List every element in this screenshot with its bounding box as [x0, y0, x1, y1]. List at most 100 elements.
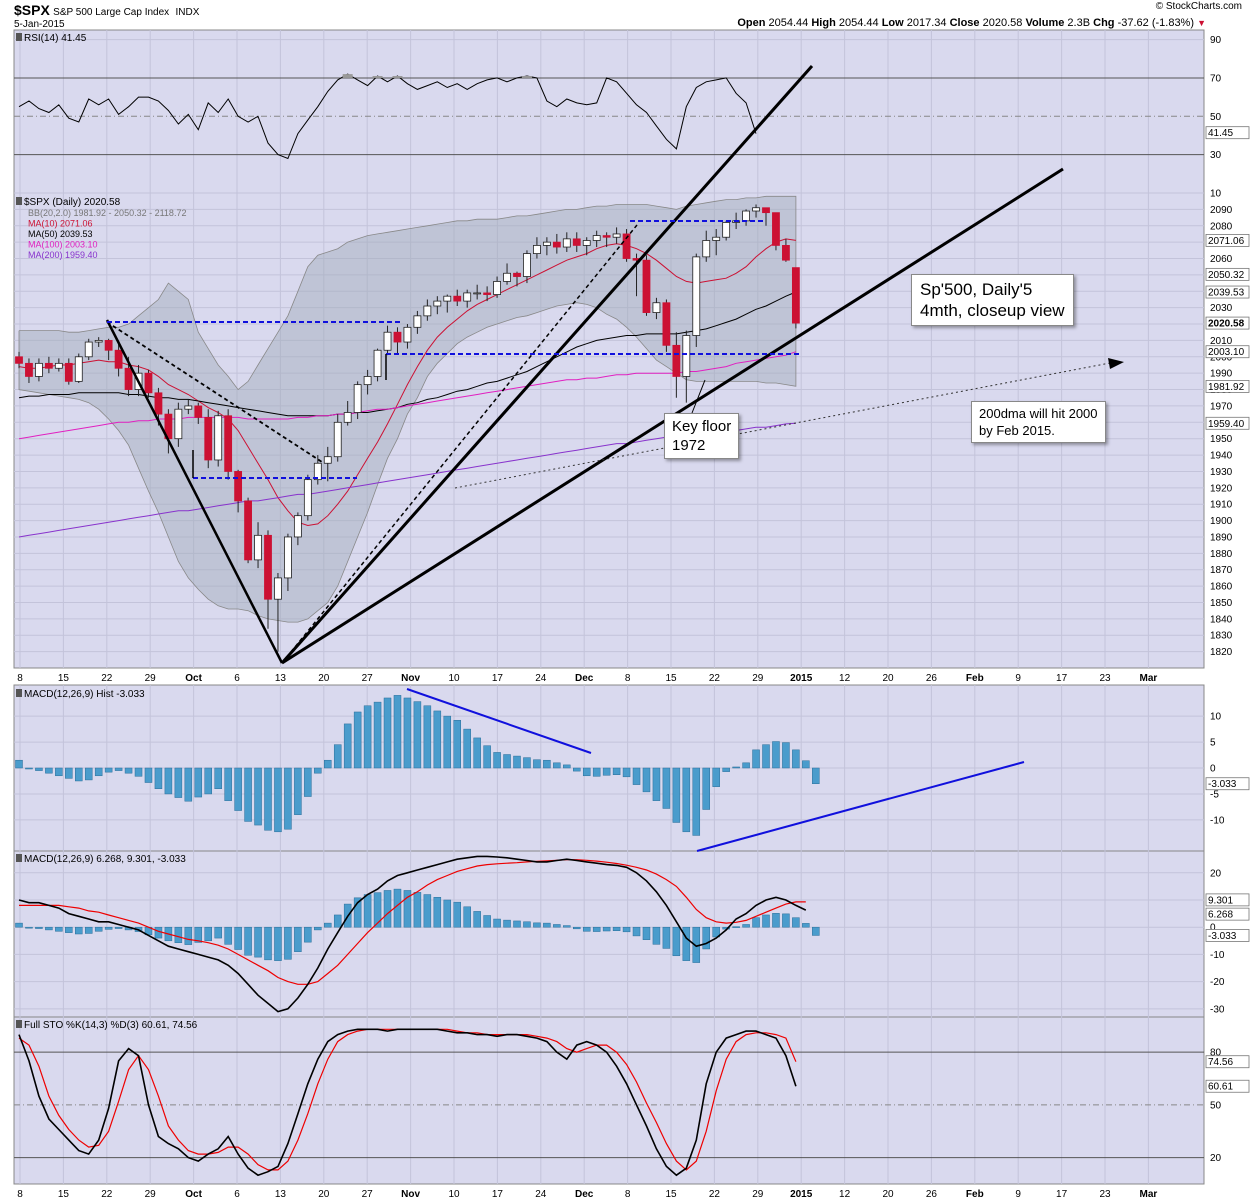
- macd-hist-bar: [254, 767, 262, 826]
- volume-label: Volume: [1025, 17, 1065, 29]
- x-tick-label-bottom: 8: [17, 1189, 23, 1200]
- macd-hist-bar: [35, 767, 43, 771]
- macd-hist-bar: [174, 767, 183, 798]
- open-value: 2054.44: [768, 17, 809, 29]
- y-tick-label: 80: [1210, 1048, 1222, 1059]
- candle-body: [622, 233, 631, 259]
- x-tick-label-top: 24: [535, 673, 547, 684]
- x-tick-label-bottom: 29: [145, 1189, 157, 1200]
- macd-panel-hist-bar: [772, 913, 780, 928]
- x-tick-label-bottom: 13: [275, 1189, 287, 1200]
- y-tick-label: 10: [1210, 189, 1222, 200]
- decline-line: [105, 319, 284, 664]
- panel-4-label: MACD(12,26,9) 6.268, 9.301, -3.033: [24, 854, 186, 865]
- macd-panel-hist-bar: [543, 922, 551, 928]
- candle-body: [94, 340, 103, 343]
- macd-hist-bar: [702, 767, 710, 810]
- open-label: Open: [737, 17, 766, 29]
- macd-hist-bar: [184, 767, 193, 802]
- candle-body: [582, 240, 591, 246]
- hist-divergence-line-up: [696, 761, 1025, 852]
- macd-hist-bar: [94, 767, 103, 777]
- macd-hist-bar: [314, 767, 322, 774]
- projection-arrowhead: [1108, 358, 1124, 369]
- candle-body: [293, 515, 302, 538]
- macd-hist-bar: [523, 757, 531, 769]
- macd-panel-hist-bar: [104, 926, 113, 930]
- macd-hist-bar: [134, 767, 143, 777]
- macd-panel-hist-bar: [523, 921, 531, 928]
- volume-value: 2.3B: [1067, 17, 1091, 29]
- candle-body: [184, 405, 193, 410]
- y-tick-label: 1950: [1210, 434, 1233, 445]
- x-tick-label-bottom: 8: [625, 1189, 631, 1200]
- macd-panel-hist-bar: [234, 926, 242, 950]
- candle-body: [44, 362, 53, 369]
- close-value: 2020.58: [982, 17, 1023, 29]
- macd-panel-hist-bar: [592, 926, 601, 932]
- y-tick-label: -10: [1210, 950, 1225, 961]
- y-tick-label: 0: [1210, 764, 1216, 775]
- rsi-tag-label: 41.45: [1208, 128, 1233, 139]
- macd-panel-hist-bar: [712, 926, 720, 938]
- macd-panel-hist-bar: [254, 926, 262, 958]
- x-tick-label-top: 22: [101, 673, 113, 684]
- candle-body: [542, 241, 551, 246]
- main-annotation-line1: Sp'500, Daily'5: [920, 280, 1033, 299]
- candle-body: [54, 362, 63, 369]
- chart-date: 5-Jan-2015: [14, 19, 65, 30]
- candle-body: [702, 240, 711, 258]
- sto-k-line: [18, 1028, 797, 1177]
- panel-1-label: RSI(14) 41.45: [24, 33, 87, 44]
- panel-4-icon: [16, 854, 22, 862]
- macd-hist-bar: [324, 759, 332, 769]
- macd-panel-hist-bar: [15, 922, 23, 928]
- macd-signal-line: [19, 859, 806, 985]
- macd-hist-bar: [543, 759, 551, 769]
- macd-panel-hist-bar: [473, 911, 481, 928]
- macd-panel-hist-bar: [582, 926, 591, 932]
- candle-body: [572, 238, 581, 246]
- y-tick-label: 1840: [1210, 614, 1233, 625]
- macd-tag-box: [1205, 929, 1250, 942]
- x-tick-label-bottom: 9: [1015, 1189, 1021, 1200]
- price-tag-box: [1205, 416, 1250, 430]
- rsi-overbought-fill: [521, 76, 532, 78]
- y-tick-label: 50: [1210, 112, 1222, 123]
- macd-panel-hist-bar: [154, 926, 163, 939]
- y-tick-label: 10: [1210, 712, 1222, 723]
- x-tick-label-top: 23: [1099, 673, 1111, 684]
- y-tick-label: 1940: [1210, 451, 1233, 462]
- hist-tag-label: -3.033: [1208, 779, 1237, 790]
- candle-body: [592, 235, 601, 241]
- price-legend-entry: MA(10) 2071.06: [28, 219, 93, 229]
- macd-panel-hist-bar: [55, 926, 63, 932]
- candle-body: [463, 292, 472, 302]
- y-tick-label: -30: [1210, 1004, 1225, 1015]
- candle-body: [144, 372, 153, 394]
- price-tag-box: [1205, 316, 1250, 330]
- macd-hist-bar: [423, 705, 432, 769]
- macd-panel-hist-bar: [35, 926, 43, 929]
- macd-panel-hist-bar: [174, 926, 183, 943]
- y-tick-label: 90: [1210, 35, 1222, 46]
- x-tick-label-bottom: 29: [752, 1189, 764, 1200]
- macd-panel-hist-bar: [204, 926, 212, 942]
- candle-body: [791, 267, 800, 324]
- y-tick-label: 5: [1210, 738, 1216, 749]
- rsi-line: [18, 73, 757, 160]
- macd-panel-hist-bar: [114, 926, 123, 929]
- price-tag-label: 1959.40: [1208, 419, 1245, 430]
- price-legend-entry: MA(50) 2039.53: [28, 229, 93, 239]
- macd-panel-hist-bar: [563, 925, 571, 928]
- close-label: Close: [949, 17, 980, 29]
- ohlc-summary: Open 2054.44 High 2054.44 Low 2017.34 Cl…: [737, 17, 1206, 29]
- macd-panel-hist-bar: [333, 914, 342, 928]
- macd-hist-bar: [732, 766, 740, 769]
- price-tag-label: 2003.10: [1208, 347, 1245, 358]
- panel-4-background: [13, 850, 1205, 1018]
- macd-hist-bar: [204, 767, 212, 795]
- macd-hist-bar: [453, 720, 461, 769]
- candle-body: [443, 295, 452, 302]
- macd-hist-bar: [413, 701, 422, 769]
